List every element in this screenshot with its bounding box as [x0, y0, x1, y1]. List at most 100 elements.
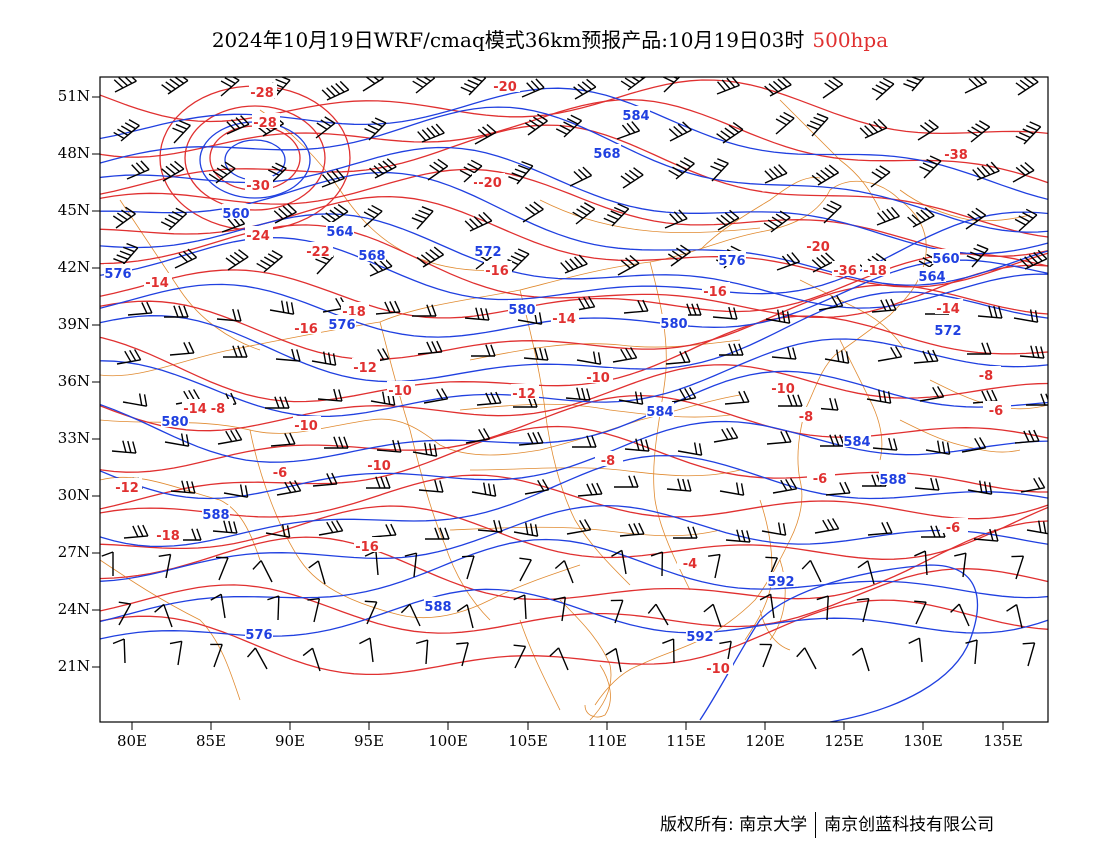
wind-barb [417, 123, 445, 143]
temperature-label: -6 [989, 404, 1003, 419]
temperature-label: -12 [115, 481, 139, 496]
wind-barb [703, 603, 722, 628]
wind-barb [876, 206, 900, 226]
wind-barb [252, 560, 273, 583]
wind-barb [174, 248, 198, 269]
wind-barb [270, 432, 296, 447]
lon-label: 125E [824, 732, 864, 750]
wind-barb [867, 521, 893, 536]
wind-barb [364, 117, 387, 141]
wind-barb [961, 437, 987, 453]
wind-barb [668, 121, 692, 142]
title-main: 2024年10月19日WRF/cmaq模式36km预报产品:10月19日03时 [211, 28, 805, 52]
temperature-label: -10 [388, 384, 412, 399]
wind-barb [903, 77, 926, 92]
temperature-label: -20 [806, 240, 830, 255]
wind-barb [612, 347, 638, 363]
wind-barb [375, 300, 401, 315]
wind-barb [113, 77, 137, 93]
wind-barb [169, 341, 195, 356]
temperature-label: -30 [246, 179, 270, 194]
wind-barb [877, 346, 903, 362]
wind-barb [967, 480, 993, 495]
wind-barb [225, 249, 249, 271]
wind-barb [549, 647, 569, 671]
lat-label: 51N [57, 87, 90, 105]
wind-barb [913, 349, 939, 364]
temperature-label: -36 [833, 264, 857, 279]
wind-barb [665, 350, 691, 365]
wind-barb [713, 427, 739, 443]
height-label: 584 [622, 109, 649, 124]
wind-barb [321, 168, 345, 188]
wind-barb [256, 249, 283, 273]
wind-barb [519, 557, 532, 582]
lat-label: 42N [57, 258, 90, 276]
wind-barb [1019, 345, 1045, 359]
wind-barb [324, 436, 349, 449]
wind-barb [870, 165, 891, 188]
wind-barb [954, 552, 967, 578]
temperature-label: -4 [683, 557, 697, 572]
wind-barb [763, 210, 791, 233]
wind-barb [265, 396, 290, 409]
wind-barb [966, 244, 989, 268]
wind-barb [610, 599, 624, 624]
wind-barb [620, 77, 647, 91]
wind-barb [866, 389, 892, 404]
wind-barb [412, 442, 438, 457]
wind-barb [761, 522, 787, 536]
temperature-label: -12 [353, 361, 377, 376]
wind-barb [716, 209, 740, 231]
wind-barb [169, 640, 183, 666]
wind-barb [772, 478, 798, 494]
wind-barb [521, 78, 545, 98]
footer-divider [815, 812, 817, 838]
height-label: 572 [474, 245, 501, 260]
height-label: 568 [358, 249, 385, 264]
temperature-label: -14 [552, 312, 576, 327]
height-label: 588 [879, 473, 906, 488]
wind-barb [811, 252, 835, 273]
wind-barb [964, 77, 988, 94]
wind-barb [456, 604, 474, 629]
wind-barb [411, 206, 434, 230]
footer-credit: 版权所有: 南京大学 南京创蓝科技有限公司 [660, 810, 994, 838]
wind-barb [566, 519, 592, 535]
wind-barb [113, 242, 139, 267]
wind-barb [122, 393, 148, 407]
wind-barb [416, 246, 445, 268]
wind-barb [554, 560, 574, 584]
wind-barb [315, 116, 336, 139]
wind-barb [851, 647, 870, 672]
temperature-label: -28 [250, 86, 274, 101]
wind-barb [423, 388, 449, 404]
wind-barb [376, 439, 402, 453]
wind-barb [565, 387, 591, 401]
temperature-label: -16 [485, 264, 509, 279]
wind-barb [716, 121, 744, 144]
wind-barb [616, 121, 641, 140]
wind-barb [317, 388, 343, 402]
wind-barb [158, 553, 172, 579]
wind-barb [210, 643, 223, 668]
wind-barb [523, 347, 549, 361]
wind-barb [226, 115, 250, 135]
wind-barb [919, 155, 942, 179]
temperature-label: -10 [586, 371, 610, 386]
wind-barb [417, 340, 443, 355]
wind-barb [513, 644, 527, 669]
wind-barb [477, 519, 503, 533]
wind-barb [771, 346, 797, 360]
temperature-label: -14 [145, 276, 169, 291]
wind-barb [1013, 309, 1039, 323]
wind-barb [664, 209, 688, 229]
wind-barb [553, 596, 567, 622]
wind-barb [123, 524, 149, 539]
wind-barb [719, 343, 744, 356]
temperature-label: -10 [706, 662, 730, 677]
temperature-label: -10 [771, 382, 795, 397]
height-label: 576 [104, 267, 131, 282]
wind-barb [824, 349, 850, 364]
